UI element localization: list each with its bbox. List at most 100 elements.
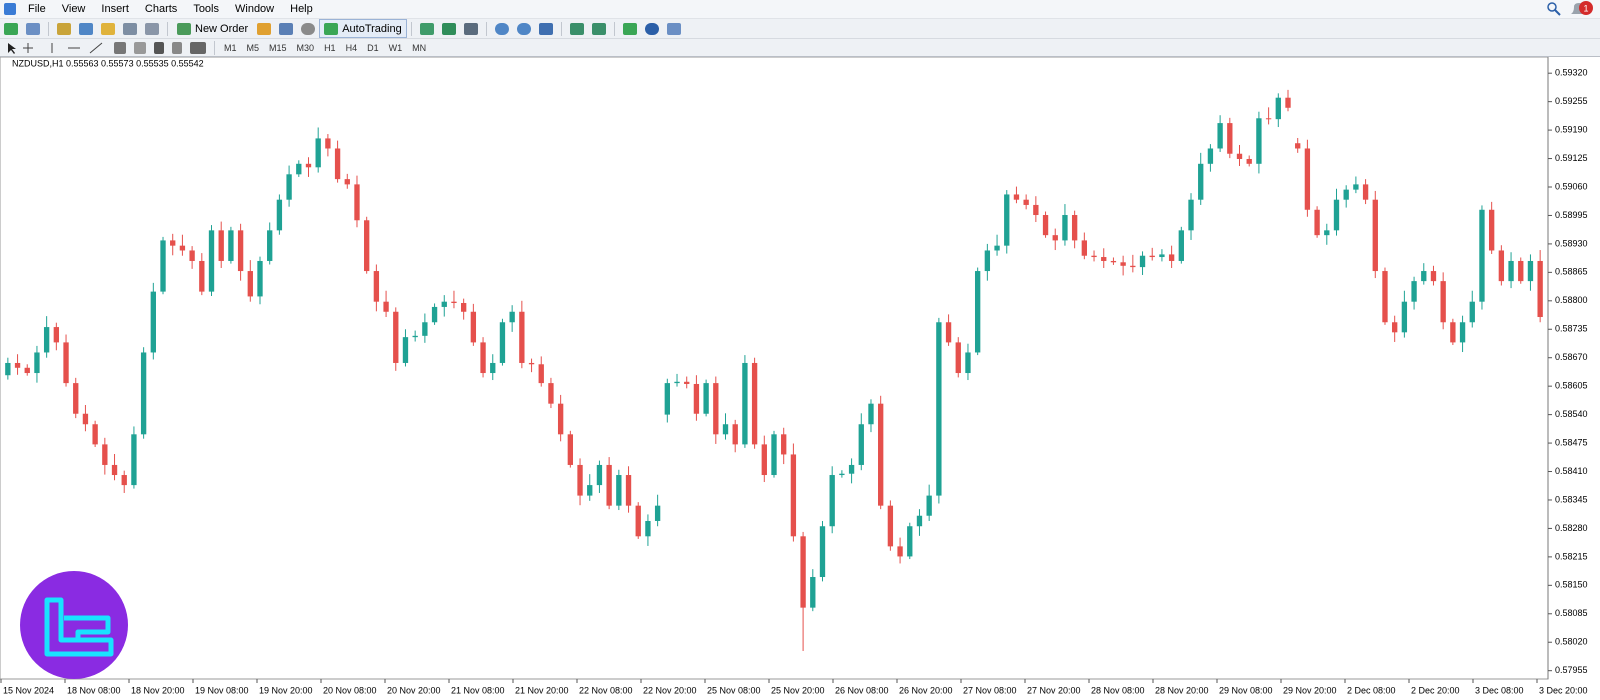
candle-body [1033,204,1039,216]
data-window-icon[interactable] [79,22,93,35]
candle-body [1333,199,1340,231]
candle-body [1353,184,1359,190]
menu-bar: File View Insert Charts Tools Window Help 1 [0,0,1600,19]
candle-body [393,311,399,363]
menu-item[interactable]: Tools [193,3,219,15]
candle-body [1052,235,1058,241]
x-tick-label: 26 Nov 20:00 [899,685,953,695]
notifications[interactable]: 1 [1568,0,1594,18]
profiles-icon[interactable] [26,22,40,35]
candle-body [848,464,855,474]
candle-body [1256,118,1262,164]
menu-item[interactable]: Help [290,3,313,15]
tester-icon[interactable] [145,22,159,35]
timeframe-button[interactable]: H4 [345,42,358,53]
zoom-in-icon[interactable] [494,22,509,35]
candle-body [722,424,729,435]
x-tick-label: 27 Nov 08:00 [963,685,1017,695]
channel-icon[interactable] [114,41,126,54]
toolbar-tools: M1 M5 M15 M30 H1 H4 D1 W1 MN [0,39,1600,57]
candle-body [170,240,176,246]
autotrading-icon [324,22,339,35]
timeframe-button[interactable]: MN [412,42,427,53]
fibo-icon[interactable] [134,41,146,54]
candle-body [179,245,186,251]
candle-body [1362,184,1369,200]
x-tick-label: 28 Nov 08:00 [1091,685,1145,695]
timeframe-button[interactable]: M30 [296,42,315,53]
candle-body [237,230,244,272]
candle-body [1498,250,1505,282]
drawing-tools[interactable] [0,40,110,56]
candle-body [480,342,486,374]
y-tick-label: 0.58280 [1555,523,1588,533]
y-tick-label: 0.58800 [1555,295,1588,305]
market-icon[interactable] [301,22,316,35]
tile-icon[interactable] [538,22,553,35]
autotrading-button[interactable]: AutoTrading [319,19,407,38]
separator [410,21,412,36]
timeframe-button[interactable]: M5 [246,42,260,53]
market-watch-icon[interactable] [57,22,71,35]
candle-body [567,434,574,465]
zoom-out-icon[interactable] [516,22,531,35]
metaeditor-icon[interactable] [257,22,272,35]
search-icon[interactable] [1546,1,1562,17]
x-tick-label: 27 Nov 20:00 [1027,685,1081,695]
terminal-icon[interactable] [123,22,137,35]
shift-icon[interactable] [591,22,606,35]
arrows-icon[interactable] [190,41,206,54]
candle-body [606,464,612,506]
timeframe-button[interactable]: W1 [388,42,403,53]
menu-item[interactable]: Charts [144,3,178,15]
x-tick-label: 22 Nov 20:00 [643,685,697,695]
new-order-button[interactable]: New Order [172,19,253,38]
x-tick-label: 20 Nov 08:00 [323,685,377,695]
timeframe-button[interactable]: D1 [367,42,379,53]
candle-body [451,301,457,303]
app-icon [4,3,16,15]
scroll-icon[interactable] [569,22,584,35]
candle-body [926,495,932,516]
menu-item[interactable]: Insert [101,3,129,15]
timeframe-button[interactable]: M1 [224,42,237,53]
candle-body [1382,271,1388,323]
candle-body [1314,209,1320,236]
x-tick-label: 18 Nov 20:00 [131,685,185,695]
y-tick-label: 0.58215 [1555,551,1588,561]
candle-body [441,301,447,307]
menu-item[interactable]: View [61,3,86,15]
x-tick-label: 2 Dec 20:00 [1411,685,1460,695]
y-tick-label: 0.59255 [1555,96,1588,106]
text-icon[interactable] [154,41,164,54]
candle-body [470,311,477,343]
x-tick-label: 25 Nov 08:00 [707,685,761,695]
timeframe-button[interactable]: M15 [269,42,287,53]
y-tick-label: 0.59060 [1555,181,1588,191]
templates-icon[interactable] [666,22,681,35]
navigator-icon[interactable] [101,22,115,35]
candle-chart-icon[interactable] [441,22,456,35]
timeframe-button[interactable]: H1 [324,42,336,53]
new-chart-icon[interactable] [4,22,18,35]
y-tick-label: 0.58085 [1555,608,1588,618]
candle-body [121,475,127,486]
bar-chart-icon[interactable] [419,22,434,35]
label-icon[interactable] [172,41,182,54]
indicators-icon[interactable] [622,22,637,35]
y-tick-label: 0.58865 [1555,267,1588,277]
y-tick-label: 0.58345 [1555,494,1588,504]
x-tick-label: 3 Dec 20:00 [1539,685,1588,695]
signals-icon[interactable] [279,22,294,35]
candle-body [218,230,224,261]
candle-body [34,352,40,374]
candle-body [1430,271,1437,282]
periods-icon[interactable] [644,22,659,35]
menu-item[interactable]: File [28,3,46,15]
autotrading-label: AutoTrading [342,22,402,35]
candle-body [1130,265,1136,268]
line-chart-icon[interactable] [463,22,478,35]
candle-body [102,444,108,465]
menu-item[interactable]: Window [235,3,275,15]
